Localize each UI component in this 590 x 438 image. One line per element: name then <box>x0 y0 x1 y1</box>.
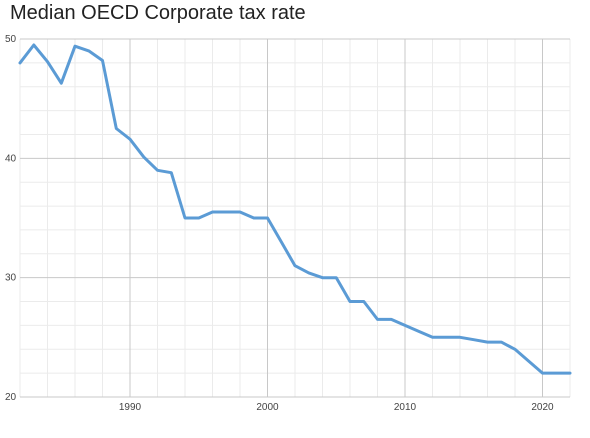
series-line <box>18 43 572 375</box>
y-tick-label: 30 <box>5 273 17 284</box>
x-tick-label: 2000 <box>256 402 279 413</box>
minor-gridlines <box>19 39 571 397</box>
chart-title: Median OECD Corporate tax rate <box>10 2 306 24</box>
y-tick-label: 20 <box>5 392 17 403</box>
x-tick-label: 2010 <box>394 402 417 413</box>
y-tick-label: 50 <box>5 34 17 45</box>
y-tick-label: 40 <box>5 153 17 164</box>
x-tick-label: 2020 <box>531 402 554 413</box>
x-tick-label: 1990 <box>119 402 142 413</box>
y-axis-tick-labels: 20 30 40 50 <box>5 34 17 403</box>
x-axis-tick-labels: 1990 2000 2010 2020 <box>119 402 554 413</box>
series-group <box>18 43 572 375</box>
